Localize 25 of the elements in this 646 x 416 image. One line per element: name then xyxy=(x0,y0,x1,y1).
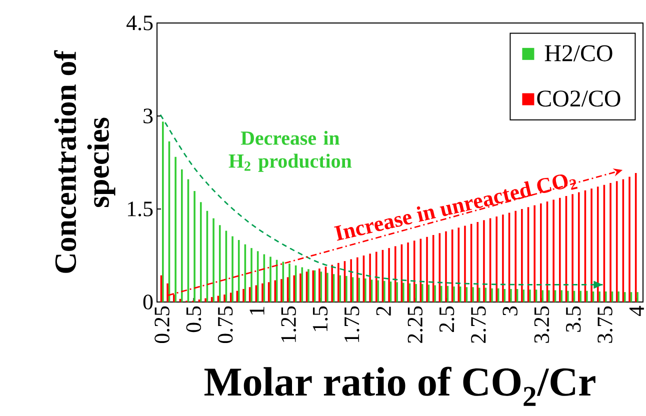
x-tick-label: 0.5 xyxy=(186,306,202,332)
x-tick-label: 0.25 xyxy=(154,306,170,344)
x-tick-label: 3 xyxy=(502,306,518,316)
x-tick-label: 1.5 xyxy=(312,306,328,331)
x-tick-label: 3.5 xyxy=(566,306,581,332)
x-tick-label: 0.75 xyxy=(218,306,233,344)
x-tick-label: 1 xyxy=(250,306,264,315)
y-tick-label: 0 xyxy=(143,294,153,310)
y-tick-label: 1.5 xyxy=(128,202,153,216)
x-tick-label: 3.75 xyxy=(598,306,612,343)
legend-label: CO2/CO xyxy=(537,90,620,107)
x-tick-label: 2.5 xyxy=(439,306,454,332)
x-tick-label: 1.75 xyxy=(344,306,360,342)
x-tick-label: 2 xyxy=(376,306,391,316)
annotation: Decrease in H$_{2}$ production xyxy=(228,130,352,172)
x-tick-label: 2.75 xyxy=(471,306,486,343)
x-tick-label: 2.25 xyxy=(408,306,423,343)
y-axis-title: Concentration of species xyxy=(54,50,116,273)
x-tick-label: 4 xyxy=(629,306,644,316)
x-tick-label: 3.25 xyxy=(534,306,550,343)
y-tick-label: 4.5 xyxy=(126,16,153,30)
x-tick-label: 1.25 xyxy=(281,306,296,342)
x-axis-title: Molar ratio of CO$_{2}$/Cr xyxy=(204,366,596,406)
legend-label: H2/CO xyxy=(544,45,612,62)
y-tick-label: 3 xyxy=(144,108,153,124)
